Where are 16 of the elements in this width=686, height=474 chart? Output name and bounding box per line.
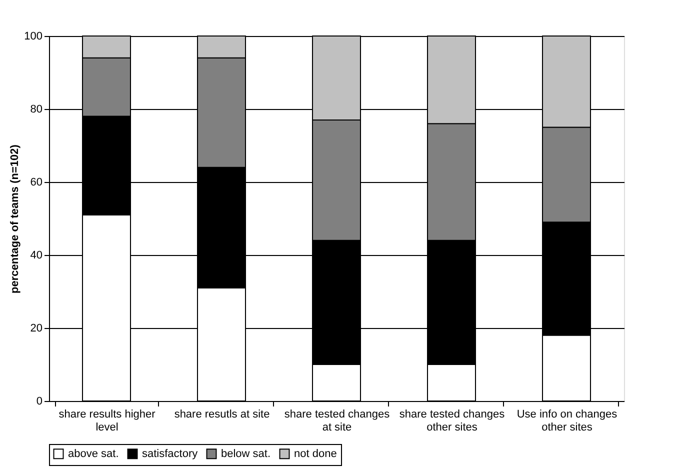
- x-tick-label: share resutls at site: [174, 408, 270, 420]
- x-tick-label: share tested changes other sites: [399, 408, 506, 434]
- y-tick-label: 40: [30, 250, 42, 262]
- y-tick-label: 20: [30, 322, 42, 334]
- y-axis-title: percentage of teams (n=102): [9, 144, 22, 294]
- x-tick-label: share tested changes at site: [284, 408, 390, 434]
- legend-label: below sat.: [221, 448, 271, 460]
- x-tick-label: Use info on changes other sites: [516, 408, 618, 434]
- y-tick-label: 0: [36, 396, 42, 408]
- legend-label: satisfactory: [142, 448, 198, 460]
- x-tick-label: share results higher level: [58, 408, 156, 434]
- y-tick-label: 100: [24, 30, 42, 42]
- y-tick-label: 60: [30, 176, 42, 188]
- legend-label: not done: [294, 448, 337, 460]
- y-tick-label: 80: [30, 104, 42, 116]
- legend-label: above sat.: [68, 448, 119, 460]
